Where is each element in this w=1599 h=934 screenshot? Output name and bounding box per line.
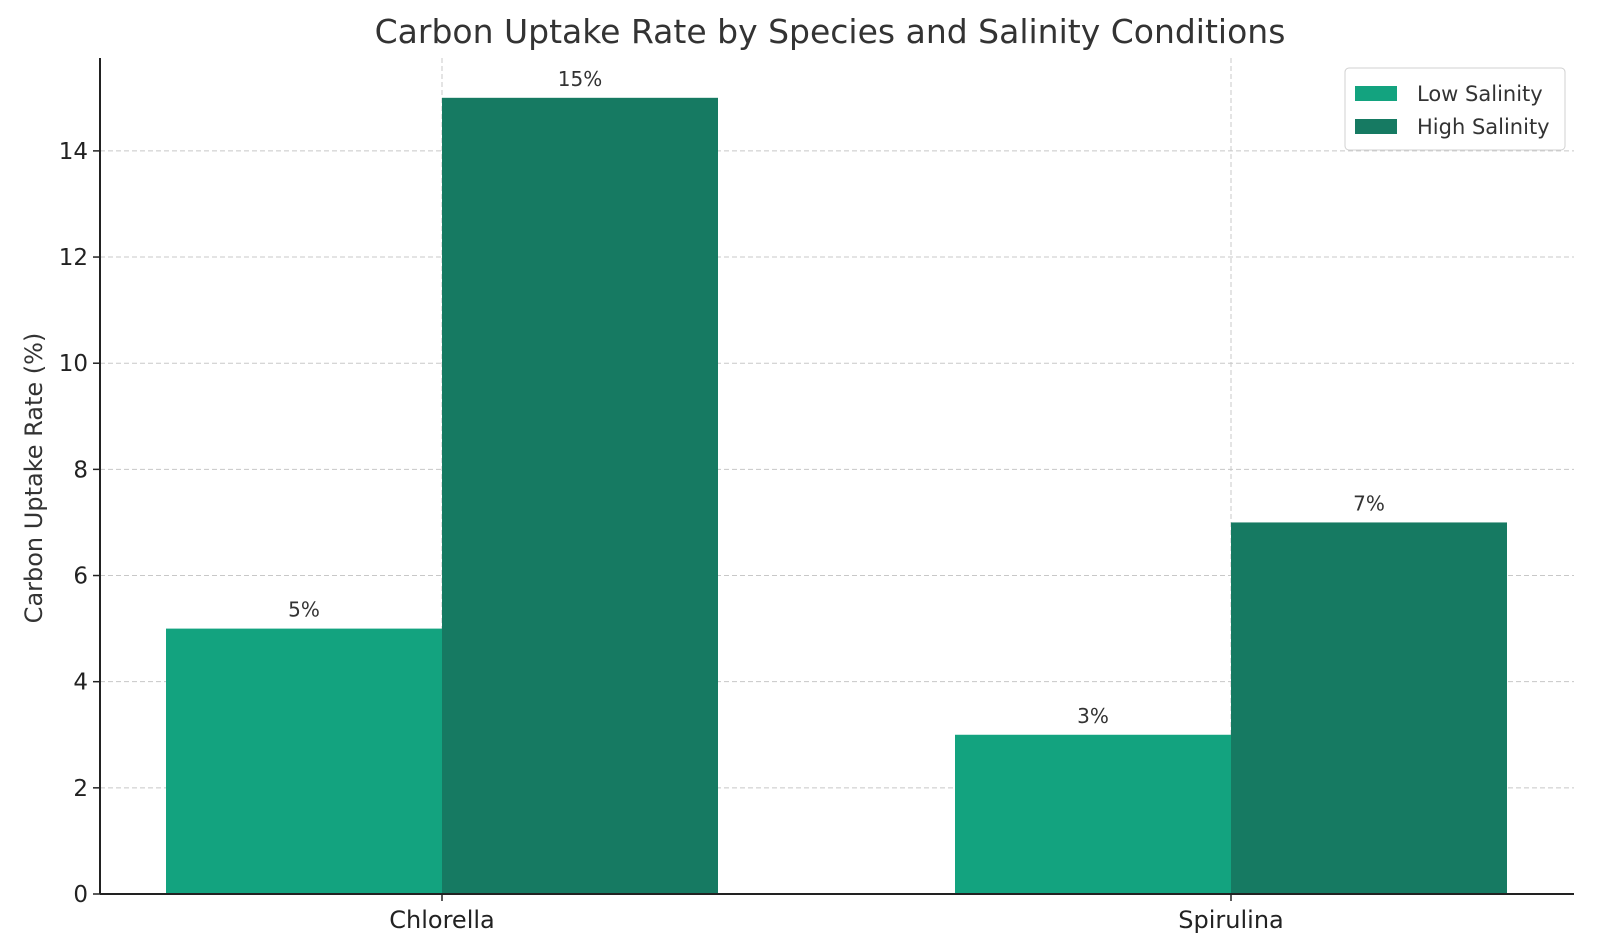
bar-data-label: 3% <box>1077 704 1109 728</box>
legend: Low Salinity High Salinity <box>1344 67 1566 151</box>
legend-swatch <box>1355 119 1397 134</box>
legend-label: Low Salinity <box>1417 82 1543 106</box>
y-tick-label: 4 <box>73 670 88 696</box>
y-tick-label: 8 <box>73 457 88 483</box>
bar-data-label: 7% <box>1353 491 1385 515</box>
legend-swatch <box>1355 86 1397 101</box>
y-tick-label: 14 <box>59 139 88 165</box>
y-tick-label: 2 <box>73 776 88 802</box>
bar-high-salinity-spirulina <box>1231 522 1507 894</box>
y-tick-label: 10 <box>59 351 88 377</box>
axes-layer <box>93 58 1574 901</box>
bar-data-label: 15% <box>558 67 602 91</box>
legend-box <box>1344 67 1566 151</box>
chart-title: Carbon Uptake Rate by Species and Salini… <box>375 12 1286 51</box>
bar-low-salinity-spirulina <box>955 734 1231 894</box>
y-tick-label: 0 <box>73 882 88 908</box>
bar-low-salinity-chlorella <box>166 628 442 894</box>
y-axis-label: Carbon Uptake Rate (%) <box>20 333 48 624</box>
legend-label: High Salinity <box>1417 115 1550 139</box>
y-tick-label: 12 <box>59 245 88 271</box>
labels-layer: 0 2 4 6 8 10 12 14 Chlorella Spirulina 5% 3% 15% 7% <box>59 67 1385 934</box>
bars-layer <box>166 97 1507 895</box>
x-tick-label: Chlorella <box>389 906 494 934</box>
bar-high-salinity-chlorella <box>442 97 718 895</box>
bar-data-label: 5% <box>288 598 320 622</box>
x-tick-label: Spirulina <box>1178 906 1283 934</box>
y-tick-label: 6 <box>73 564 88 590</box>
